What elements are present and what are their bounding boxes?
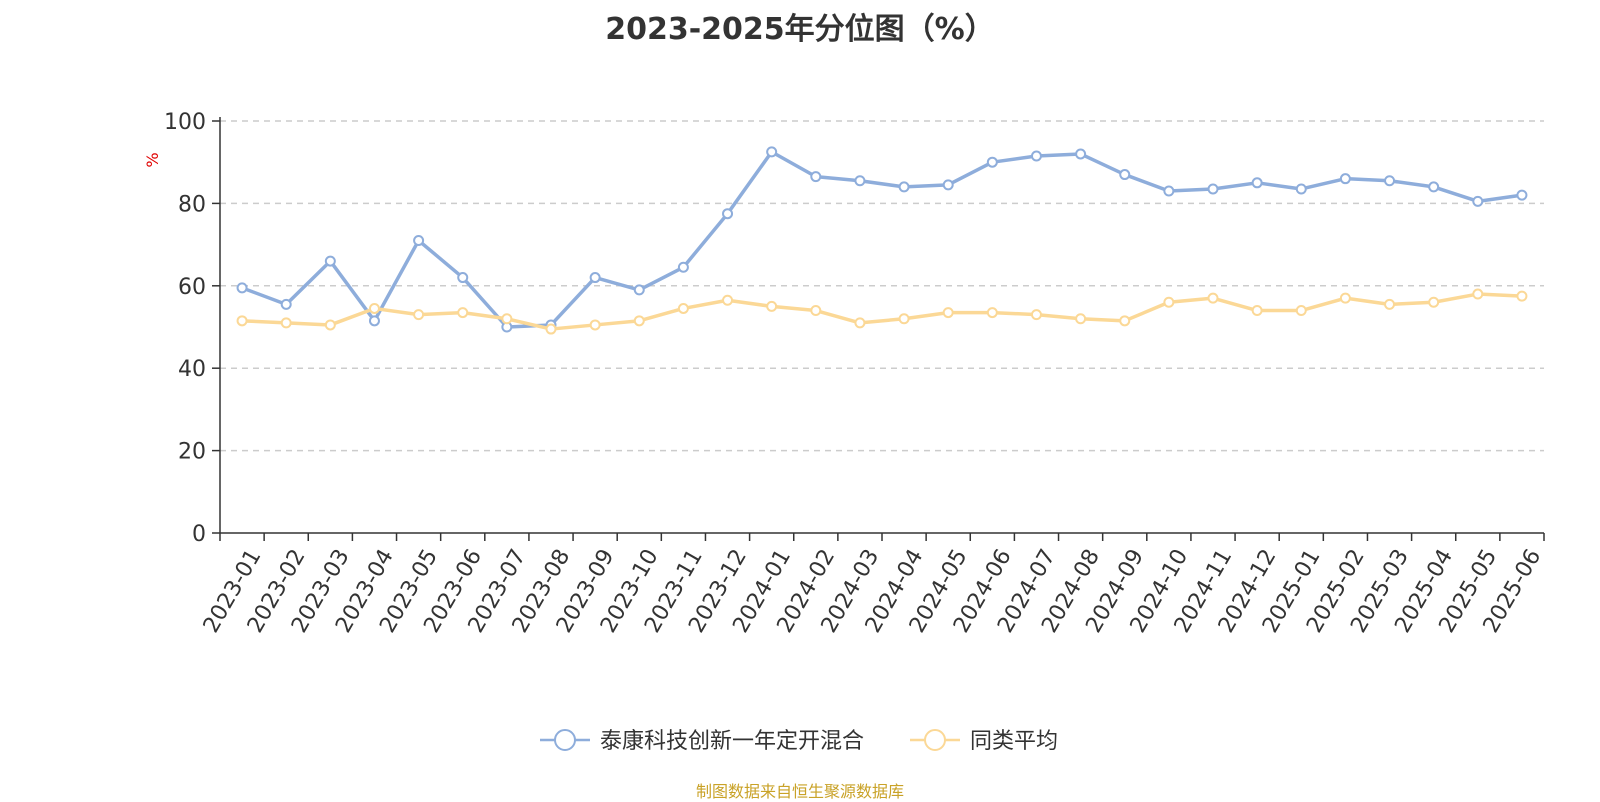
data-point <box>810 171 822 183</box>
data-point <box>1516 189 1528 201</box>
data-point <box>854 317 866 329</box>
data-point <box>589 319 601 331</box>
data-point <box>986 156 998 168</box>
data-point <box>1075 313 1087 325</box>
data-point <box>1075 148 1087 160</box>
data-point <box>1251 305 1263 317</box>
data-point <box>1295 183 1307 195</box>
series-2 <box>236 288 1528 335</box>
data-point <box>1516 290 1528 302</box>
legend-circle-icon <box>924 729 946 751</box>
y-tick-label: 60 <box>178 275 206 300</box>
data-point <box>1428 181 1440 193</box>
data-point <box>810 305 822 317</box>
data-point <box>677 261 689 273</box>
data-point <box>457 307 469 319</box>
data-point <box>1119 169 1131 181</box>
data-point <box>722 208 734 220</box>
chart-title: 2023-2025年分位图（%） <box>605 12 995 47</box>
data-point <box>942 179 954 191</box>
data-point <box>1339 173 1351 185</box>
data-point <box>457 272 469 284</box>
y-tick-label: 20 <box>178 440 206 465</box>
legend-label: 同类平均 <box>970 729 1058 754</box>
data-point <box>1119 315 1131 327</box>
data-point <box>1030 309 1042 321</box>
data-point <box>1251 177 1263 189</box>
data-point <box>236 282 248 294</box>
data-point <box>766 300 778 312</box>
data-point <box>1428 296 1440 308</box>
data-point <box>633 284 645 296</box>
grid-lines <box>220 120 1544 452</box>
legend[interactable]: 泰康科技创新一年定开混合 同类平均 <box>540 729 1058 754</box>
data-point <box>1339 292 1351 304</box>
y-tick-label: 0 <box>192 522 206 547</box>
series-line <box>241 150 1523 329</box>
data-point <box>854 175 866 187</box>
data-point <box>413 309 425 321</box>
data-point <box>1207 292 1219 304</box>
data-point <box>1163 296 1175 308</box>
data-point <box>368 302 380 314</box>
data-point <box>1384 298 1396 310</box>
data-point <box>1472 195 1484 207</box>
legend-circle-icon <box>554 729 576 751</box>
data-point <box>898 181 910 193</box>
data-point <box>236 315 248 327</box>
source-note: 制图数据来自恒生聚源数据库 <box>695 782 904 801</box>
data-point <box>1207 183 1219 195</box>
data-point <box>280 298 292 310</box>
legend-item[interactable]: 同类平均 <box>910 729 1058 754</box>
legend-item[interactable]: 泰康科技创新一年定开混合 <box>540 729 864 754</box>
axes: 0204060801002023-012023-022023-032023-04… <box>164 110 1546 637</box>
data-point <box>1030 150 1042 162</box>
data-point <box>368 315 380 327</box>
data-point <box>1163 185 1175 197</box>
data-point <box>942 307 954 319</box>
data-point <box>413 234 425 246</box>
series-1 <box>236 146 1528 333</box>
series-line <box>241 292 1523 331</box>
legend-label: 泰康科技创新一年定开混合 <box>600 729 864 754</box>
y-axis-label: % <box>143 152 162 167</box>
y-tick-label: 100 <box>164 110 206 135</box>
data-point <box>545 323 557 335</box>
data-point <box>633 315 645 327</box>
data-point <box>722 294 734 306</box>
y-tick-label: 80 <box>178 192 206 217</box>
data-point <box>986 307 998 319</box>
data-point <box>766 146 778 158</box>
y-tick-label: 40 <box>178 357 206 382</box>
data-point <box>898 313 910 325</box>
data-point <box>589 272 601 284</box>
data-point <box>324 255 336 267</box>
series-lines <box>236 146 1528 335</box>
data-point <box>677 302 689 314</box>
data-point <box>1295 305 1307 317</box>
data-point <box>280 317 292 329</box>
data-point <box>1384 175 1396 187</box>
data-point <box>324 319 336 331</box>
data-point <box>501 313 513 325</box>
data-point <box>1472 288 1484 300</box>
